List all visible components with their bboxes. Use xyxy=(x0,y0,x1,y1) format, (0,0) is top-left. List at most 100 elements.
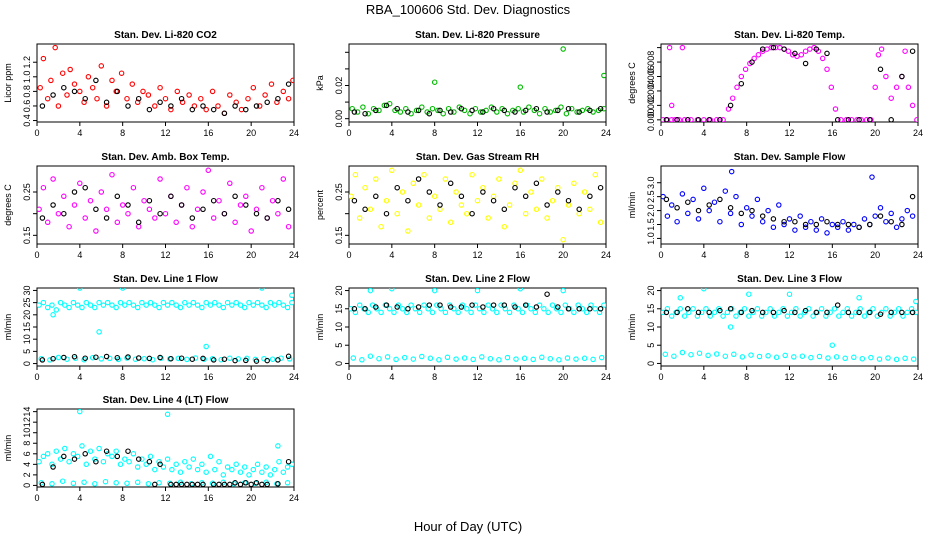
data-point xyxy=(218,356,224,363)
hourly-point xyxy=(490,105,497,112)
hourly-point xyxy=(877,213,884,219)
hourly-point xyxy=(727,102,734,109)
x-tick-label: 8 xyxy=(744,372,749,382)
hourly-point xyxy=(221,210,228,217)
data-point xyxy=(77,409,83,415)
hourly-point xyxy=(243,202,249,208)
hourly-point xyxy=(221,481,228,487)
hourly-point xyxy=(447,180,454,187)
hourly-point xyxy=(253,103,260,109)
hourly-point xyxy=(221,110,228,117)
data-point xyxy=(833,354,840,360)
data-point xyxy=(662,351,669,358)
hourly-point xyxy=(383,102,390,109)
data-point xyxy=(410,180,417,187)
y-tick-label: 10 xyxy=(334,322,344,332)
data-point xyxy=(103,103,110,109)
data-point xyxy=(224,464,231,470)
panel-8: Stan. Dev. Line 2 Flow 0 4 8 12 16 20 24 0 5 10 15 2… xyxy=(315,274,611,382)
data-point xyxy=(573,356,579,362)
hourly-point xyxy=(685,117,691,122)
data-point xyxy=(248,228,254,234)
data-point xyxy=(207,453,214,460)
data-point xyxy=(47,357,53,363)
data-point xyxy=(250,466,257,473)
data-point xyxy=(676,117,682,122)
hourly-point xyxy=(749,307,755,314)
data-point xyxy=(93,228,99,234)
y-tick-label: 20 xyxy=(334,286,344,296)
data-point xyxy=(909,213,916,219)
hourly-point xyxy=(781,46,787,52)
data-point xyxy=(895,306,902,312)
data-point xyxy=(349,306,354,312)
data-point xyxy=(902,48,908,54)
y-tick-label: 30 xyxy=(22,285,32,295)
hourly-point xyxy=(93,458,99,465)
data-point xyxy=(836,313,842,319)
hourly-point xyxy=(189,481,196,487)
data-point xyxy=(376,355,382,362)
data-point xyxy=(79,304,85,311)
data-point xyxy=(359,357,365,363)
data-point xyxy=(119,288,126,291)
hourly-point xyxy=(152,481,158,487)
hourly-point xyxy=(899,221,905,228)
y-tick-label: 0.02 xyxy=(334,77,344,95)
data-point xyxy=(824,66,830,73)
hourly-point xyxy=(565,105,572,112)
x-tick-label: 8 xyxy=(432,250,437,260)
data-point xyxy=(793,306,799,312)
x-tick-label: 16 xyxy=(515,128,525,138)
y-tick-label: 0 xyxy=(22,483,32,488)
hourly-point xyxy=(93,206,99,213)
data-point xyxy=(146,206,153,213)
data-point xyxy=(152,103,158,109)
data-point xyxy=(720,117,726,122)
x-tick-label: 20 xyxy=(246,250,256,260)
data-point xyxy=(440,110,446,117)
hourly-point xyxy=(845,221,852,228)
data-point xyxy=(773,354,780,361)
data-point xyxy=(734,84,740,91)
data-point xyxy=(727,324,734,330)
y-axis-label: ml/min xyxy=(3,435,13,462)
data-point xyxy=(477,109,484,115)
y-tick-label: 15 xyxy=(646,304,656,314)
hourly-point xyxy=(877,66,884,73)
data-point xyxy=(227,92,233,98)
data-point xyxy=(592,306,599,312)
x-tick-label: 4 xyxy=(389,250,394,260)
hourly-point xyxy=(362,306,368,312)
data-point xyxy=(453,189,459,195)
x-tick-label: 20 xyxy=(558,128,568,138)
data-point xyxy=(350,355,357,361)
data-point xyxy=(885,355,891,361)
hourly-point xyxy=(813,221,820,228)
hourly-point xyxy=(501,302,508,308)
points-group xyxy=(349,288,606,363)
points-group xyxy=(661,44,918,122)
x-tick-label: 16 xyxy=(827,128,837,138)
hourly-point xyxy=(82,451,88,457)
data-point xyxy=(143,302,149,308)
data-point xyxy=(70,480,77,487)
hourly-point xyxy=(856,117,862,122)
data-point xyxy=(661,309,666,316)
data-point xyxy=(241,304,248,311)
data-point xyxy=(109,171,115,178)
data-point xyxy=(92,304,98,311)
data-point xyxy=(241,464,248,470)
hourly-point xyxy=(867,117,873,122)
hourly-point xyxy=(544,202,550,208)
data-point xyxy=(720,313,726,319)
y-tick-label: 1.0 xyxy=(646,232,656,245)
data-point xyxy=(356,215,363,221)
data-point xyxy=(96,445,102,452)
panel-title: Stan. Dev. Amb. Box Temp. xyxy=(101,152,229,163)
data-point xyxy=(274,99,280,106)
data-point xyxy=(289,461,294,468)
points-group xyxy=(37,167,292,234)
data-point xyxy=(83,461,90,468)
data-point xyxy=(130,302,137,308)
